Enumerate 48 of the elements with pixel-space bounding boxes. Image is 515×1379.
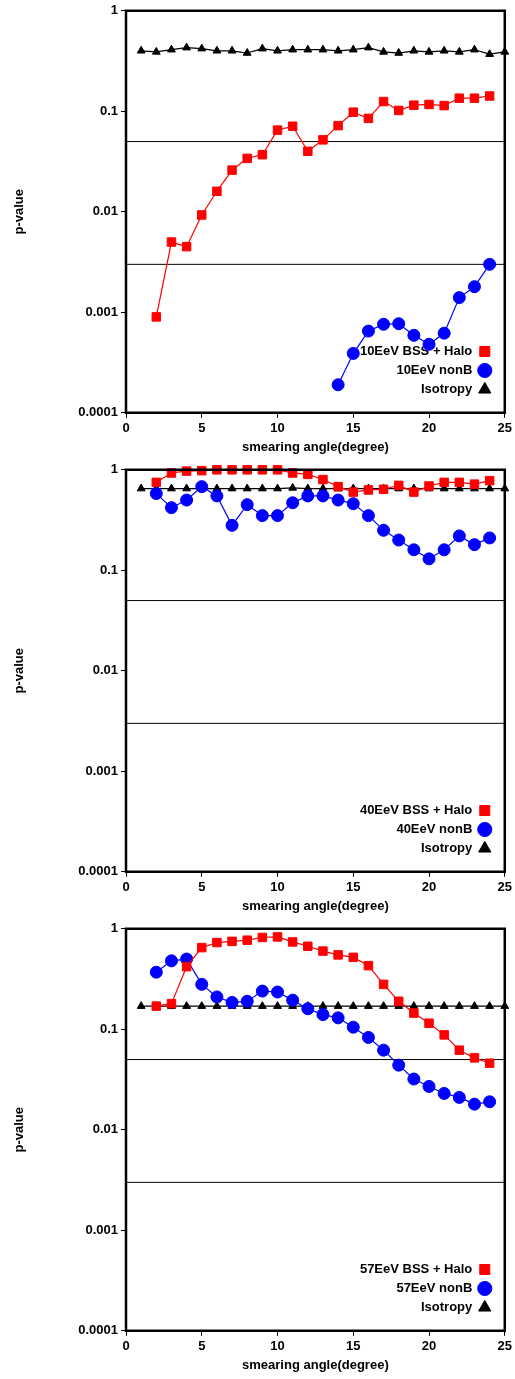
y-tick-label: 0.001: [85, 1221, 118, 1237]
x-tick-label: 5: [198, 879, 206, 895]
legend-label: Isotropy: [420, 1299, 474, 1315]
x-tick-label: 10: [270, 420, 285, 436]
x-axis-title: smearing angle(degree): [242, 1356, 389, 1372]
y-tick-label: 1: [110, 2, 118, 18]
x-tick-label: 15: [346, 879, 361, 895]
y-tick-label: 0.0001: [78, 404, 118, 420]
y-tick-label: 0.001: [85, 762, 118, 778]
y-tick-label: 1: [110, 920, 118, 936]
y-tick-label: 0.0001: [78, 1322, 118, 1338]
x-tick-label: 15: [346, 420, 361, 436]
legend-label: 57EeV nonB: [396, 1280, 473, 1296]
legend-label: Isotropy: [420, 381, 474, 397]
legend-label: 10EeV nonB: [396, 362, 473, 378]
legend-label: Isotropy: [420, 840, 474, 856]
y-tick-label: 0.1: [99, 1020, 118, 1036]
x-tick-label: 5: [198, 1338, 206, 1354]
y-tick-label: 1: [110, 461, 118, 477]
y-tick-label: 0.0001: [78, 863, 118, 879]
y-tick-label: 0.001: [85, 303, 118, 319]
y-axis-title: p-value: [11, 189, 27, 235]
y-axis-title: p-value: [11, 648, 27, 694]
y-tick-label: 0.01: [92, 203, 118, 219]
x-tick-label: 25: [497, 879, 512, 895]
x-tick-label: 20: [421, 1338, 437, 1354]
legend-label: 57EeV BSS + Halo: [359, 1261, 473, 1277]
legend-label: 40EeV BSS + Halo: [359, 802, 473, 818]
x-tick-label: 0: [122, 420, 130, 436]
x-tick-label: 20: [421, 879, 437, 895]
x-axis-title: smearing angle(degree): [242, 897, 389, 913]
x-tick-label: 25: [497, 1338, 512, 1354]
x-axis-title: smearing angle(degree): [242, 438, 389, 454]
y-tick-label: 0.1: [99, 102, 118, 118]
x-tick-label: 0: [122, 1338, 130, 1354]
x-tick-label: 10: [270, 879, 285, 895]
y-tick-label: 0.1: [99, 561, 118, 577]
y-tick-label: 0.01: [92, 662, 118, 678]
x-tick-label: 20: [421, 420, 437, 436]
legend-label: 10EeV BSS + Halo: [359, 343, 473, 359]
x-tick-label: 0: [122, 879, 130, 895]
x-tick-label: 10: [270, 1338, 285, 1354]
x-tick-label: 25: [497, 420, 512, 436]
y-axis-title: p-value: [11, 1107, 27, 1153]
y-tick-label: 0.01: [92, 1121, 118, 1137]
x-tick-label: 15: [346, 1338, 361, 1354]
legend-label: 40EeV nonB: [396, 821, 473, 837]
x-tick-label: 5: [198, 420, 206, 436]
